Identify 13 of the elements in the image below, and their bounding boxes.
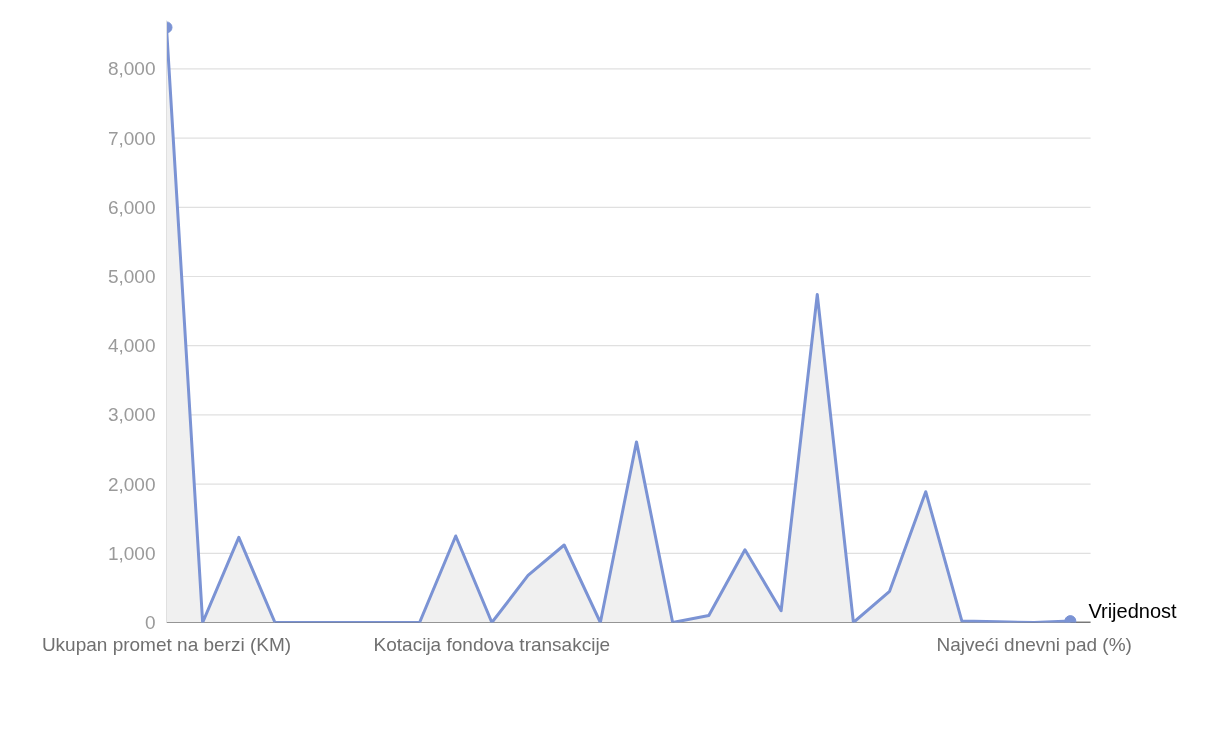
series-label: Vrijednost <box>1088 600 1178 623</box>
x-tick-label: Najveći dnevni pad (%) <box>936 633 1132 655</box>
y-tick-label: 1,000 <box>107 542 156 564</box>
y-tick-label: 7,000 <box>107 127 156 149</box>
y-tick-label: 5,000 <box>107 266 156 288</box>
x-tick-label: Ukupan promet na berzi (KM) <box>41 633 292 655</box>
x-tick-label: Kotacija fondova transakcije <box>373 633 611 655</box>
y-tick-label: 4,000 <box>107 335 156 357</box>
y-tick-label: 0 <box>144 612 156 633</box>
y-tick-label: 8,000 <box>107 58 156 80</box>
y-tick-label: 6,000 <box>107 196 156 218</box>
y-tick-label: 3,000 <box>107 404 156 426</box>
y-tick-label: 2,000 <box>107 473 156 495</box>
